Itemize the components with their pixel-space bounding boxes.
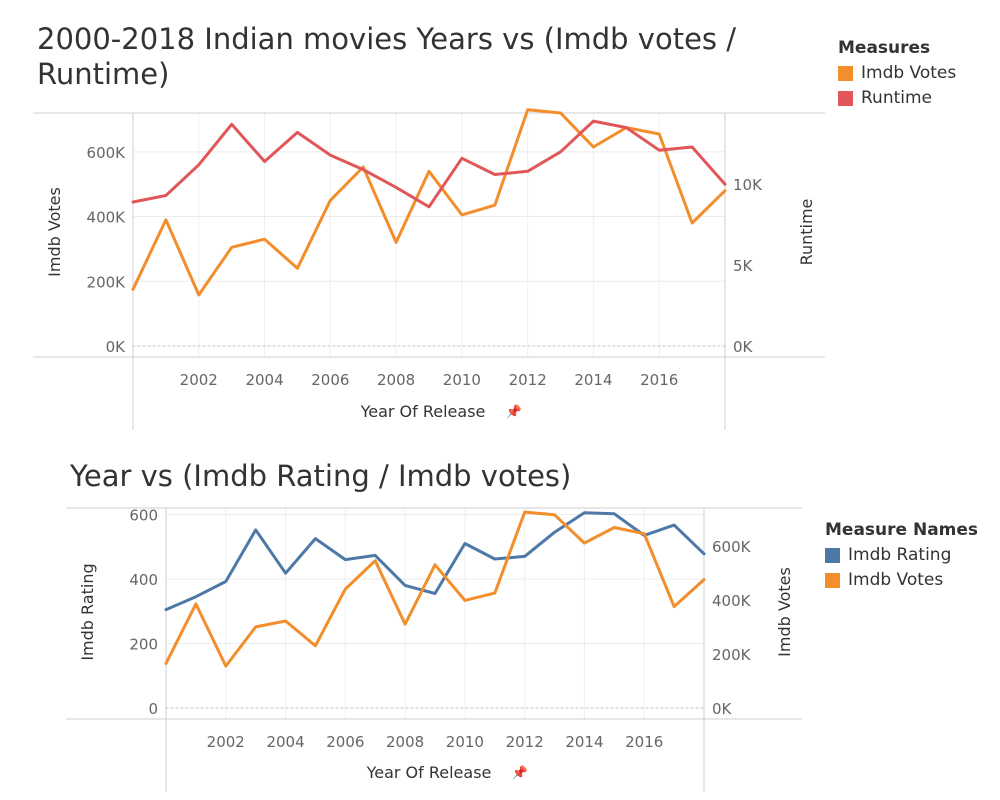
x-axis-label: Year Of Release xyxy=(360,402,486,421)
legend-swatch xyxy=(838,65,853,81)
legend-title: Measures xyxy=(838,38,931,58)
x-tick-label: 2014 xyxy=(574,371,612,389)
y-tick-label: 0K xyxy=(712,700,733,718)
legend-swatch xyxy=(838,90,853,106)
legend-swatch xyxy=(825,572,840,588)
pin-icon: 📌 xyxy=(506,403,522,420)
x-tick-label: 2012 xyxy=(506,733,544,751)
x-axis-label: Year Of Release xyxy=(366,763,492,782)
legend-swatch xyxy=(825,547,840,563)
y-tick-label: 200K xyxy=(712,646,752,664)
legend-item[interactable]: Imdb Votes xyxy=(838,63,956,83)
legend-label: Imdb Votes xyxy=(861,63,957,83)
legend-item[interactable]: Imdb Votes xyxy=(825,570,978,590)
x-tick-label: 2002 xyxy=(207,733,245,751)
y-tick-label: 200K xyxy=(87,273,127,291)
y-tick-label: 600 xyxy=(129,506,158,524)
y-axis-label-right: Runtime xyxy=(797,199,816,266)
legend-item[interactable]: Imdb Rating xyxy=(825,545,978,565)
y-tick-label: 10K xyxy=(733,176,763,194)
legend-title: Measure Names xyxy=(825,520,979,540)
y-tick-label: 400 xyxy=(129,571,158,589)
legend: Measure Names Imdb Rating Imdb Votes xyxy=(825,520,978,595)
series-line xyxy=(164,510,706,668)
y-tick-label: 200 xyxy=(129,635,158,653)
series-line xyxy=(131,119,727,209)
series-line xyxy=(164,511,706,612)
y-axis-label-right: Imdb Votes xyxy=(775,567,794,657)
legend-label: Runtime xyxy=(861,88,933,108)
x-tick-label: 2006 xyxy=(311,371,349,389)
x-tick-label: 2004 xyxy=(266,733,304,751)
y-tick-label: 400K xyxy=(87,209,127,227)
legend: Measures Imdb Votes Runtime xyxy=(838,38,956,113)
y-tick-label: 0 xyxy=(148,700,158,718)
chart-title: Year vs (Imdb Rating / Imdb votes) xyxy=(70,459,572,493)
y-tick-label: 5K xyxy=(733,257,754,275)
y-tick-label: 0K xyxy=(106,338,127,356)
x-tick-label: 2010 xyxy=(443,371,481,389)
chart-title: 2000-2018 Indian movies Years vs (Imdb v… xyxy=(37,22,737,92)
x-tick-label: 2016 xyxy=(640,371,678,389)
y-tick-label: 0K xyxy=(733,338,754,356)
legend-label: Imdb Votes xyxy=(848,570,944,590)
y-tick-label: 600K xyxy=(712,538,752,556)
legend-item[interactable]: Runtime xyxy=(838,88,956,108)
x-tick-label: 2008 xyxy=(377,371,415,389)
y-axis-label-left: Imdb Rating xyxy=(78,563,97,660)
pin-icon: 📌 xyxy=(512,764,528,781)
x-tick-label: 2004 xyxy=(245,371,283,389)
legend-label: Imdb Rating xyxy=(848,545,952,565)
y-axis-label-left: Imdb Votes xyxy=(45,187,64,277)
x-tick-label: 2002 xyxy=(180,371,218,389)
y-tick-label: 400K xyxy=(712,592,752,610)
x-tick-label: 2014 xyxy=(565,733,603,751)
x-tick-label: 2012 xyxy=(509,371,547,389)
x-tick-label: 2008 xyxy=(386,733,424,751)
x-tick-label: 2016 xyxy=(625,733,663,751)
x-tick-label: 2010 xyxy=(446,733,484,751)
y-tick-label: 600K xyxy=(87,144,127,162)
x-tick-label: 2006 xyxy=(326,733,364,751)
